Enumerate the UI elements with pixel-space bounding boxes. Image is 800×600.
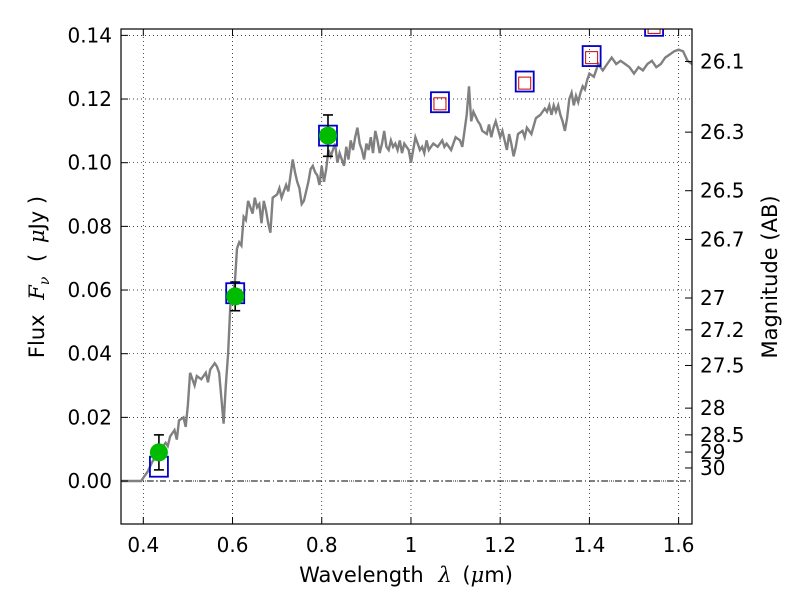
y-tick-label: 0.14 [67,23,112,47]
observed-flux-point [318,126,337,145]
model-flux-square [430,91,450,114]
x-axis-title: Wavelength λ (μm) [299,563,513,587]
model-flux-square [581,45,602,67]
y2-tick-label: 26.7 [700,227,745,251]
y2-axis-title: Magnitude (AB) [758,195,782,358]
model-flux-square [644,29,664,37]
y-tick-label: 0.12 [67,87,112,111]
x-axis-unit: m) [484,563,513,587]
y-axis-ticks: 0.00 0.02 0.04 0.06 0.08 0.10 0.12 0.14 [67,23,128,493]
y-tick-label: 0.02 [67,405,112,429]
x-tick-label: 1.6 [663,533,695,557]
y-axis-nu: ν [37,276,53,285]
x-tick-label: 0.8 [306,533,338,557]
x-axis-paren: ( [462,563,470,587]
y2-tick-label: 27 [700,286,725,310]
y2-tick-label: 30 [700,456,725,480]
plot-frame [120,28,693,525]
y2-tick-label: 26.1 [700,49,745,73]
observed-data-points [149,114,337,471]
observed-flux-point [226,287,245,306]
x-tick-label: 0.6 [217,533,249,557]
y-tick-label: 0.06 [67,278,112,302]
upper-limit-square [518,76,532,90]
y2-tick-label: 27.2 [700,318,745,342]
y-tick-label: 0.00 [67,469,112,493]
x-axis-lambda: λ [437,563,451,587]
x-tick-label: 1.2 [484,533,516,557]
x-axis-title-text: Wavelength [299,563,424,587]
y-tick-label: 0.10 [67,151,112,175]
y-axis-paren: ( [25,254,49,262]
upper-limit-square [433,97,447,111]
x-tick-label: 1 [405,533,418,557]
x-axis-mu: μ [471,563,485,587]
y2-tick-label: 29 [700,440,725,464]
upper-limit-markers [433,29,661,111]
plot-background [121,29,692,524]
x-tick-label: 0.4 [127,533,159,557]
y-tick-label: 0.08 [67,214,112,238]
y-axis-title: Flux Fν ( μJy ) [25,196,54,358]
y2-tick-label: 28 [700,396,725,420]
upper-limit-square [647,29,661,34]
y2-tick-label: 26.3 [700,120,745,144]
y-axis-unit: Jy ) [25,196,49,232]
y2-tick-label: 26.5 [700,179,745,203]
x-tick-label: 1.4 [573,533,605,557]
y2-tick-label: 27.5 [700,353,745,377]
observed-flux-point [149,443,168,462]
grid-lines [121,29,692,524]
y-axis-mu: μ [25,229,49,243]
y2-tick-label: 28.5 [700,423,745,447]
upper-limit-square [585,51,599,65]
model-flux-square [514,70,535,93]
y-tick-label: 0.04 [67,342,112,366]
y-axis-title-text: Flux [25,314,49,358]
y-axis-F: F [25,284,49,301]
x-axis-ticks: 0.4 0.6 0.8 1 1.2 1.4 1.6 [127,29,695,557]
